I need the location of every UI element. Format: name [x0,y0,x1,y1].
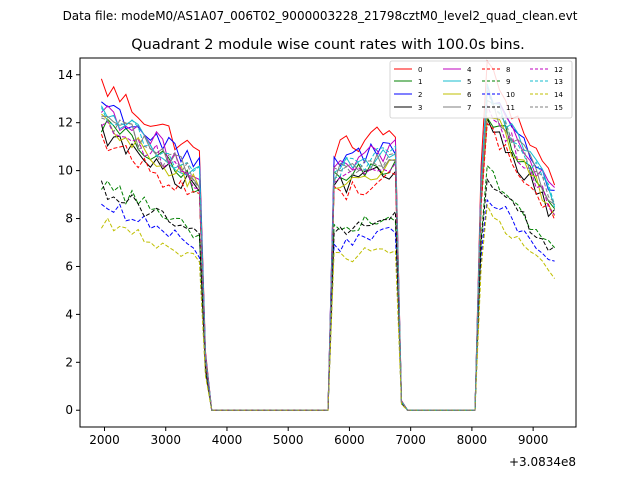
legend-label-1: 1 [418,78,422,86]
legend-label-0: 0 [418,66,422,74]
legend-label-11: 11 [506,104,515,112]
legend-label-13: 13 [554,78,563,86]
x-tick-label: 7000 [395,433,426,447]
y-tick-label: 12 [58,116,73,130]
y-tick-label: 4 [65,307,73,321]
plot-border [79,57,577,428]
y-tick-label: 8 [65,212,73,226]
legend-label-5: 5 [467,78,471,86]
legend-label-4: 4 [467,66,472,74]
x-tick-label: 2000 [89,433,120,447]
y-axis: 0 2 4 6 8 10 12 14 [58,68,80,417]
legend-label-6: 6 [467,91,472,99]
legend-label-8: 8 [506,66,510,74]
legend-box [389,60,573,119]
y-tick-label: 2 [65,355,73,369]
x-tick-label: 6000 [334,433,365,447]
legend-label-10: 10 [506,91,515,99]
x-tick-label: 9000 [518,433,549,447]
legend-label-14: 14 [554,91,563,99]
legend-label-3: 3 [418,104,422,112]
y-tick-label: 6 [65,259,73,273]
chart-suptitle: Data file: modeM0/AS1A07_006T02_90000032… [63,9,578,23]
legend-label-2: 2 [418,91,422,99]
legend-label-15: 15 [554,104,563,112]
legend-label-7: 7 [467,104,471,112]
plot-area [79,57,577,428]
x-tick-label: 8000 [457,433,488,447]
x-tick-label: 3000 [150,433,181,447]
y-tick-label: 14 [58,68,73,82]
series-line-15 [101,106,555,411]
x-tick-label: 4000 [212,433,243,447]
y-tick-label: 0 [65,403,73,417]
x-tick-label: 5000 [273,433,304,447]
series-line-14 [100,203,556,411]
legend-label-12: 12 [554,66,563,74]
x-axis: 2000 3000 4000 5000 6000 7000 8000 9000 [89,427,548,447]
chart-title: Quadrant 2 module wise count rates with … [131,37,525,53]
series-lines [100,59,556,411]
legend-label-9: 9 [506,78,510,86]
x-offset-label: +3.0834e8 [509,455,576,469]
y-tick-label: 10 [58,164,73,178]
